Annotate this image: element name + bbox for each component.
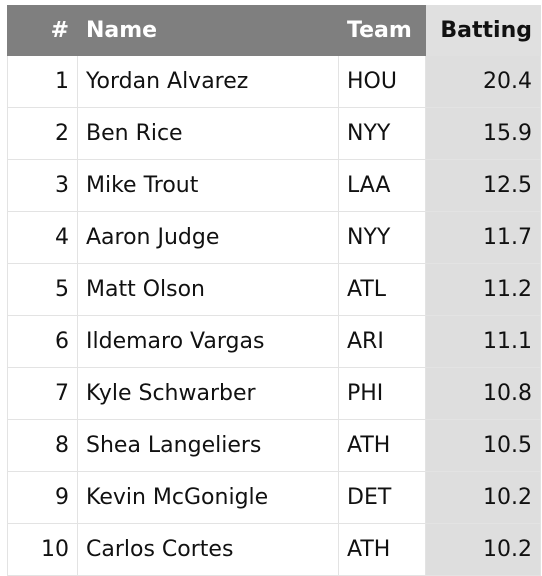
cell-rank: 4 bbox=[7, 211, 78, 264]
header-row: # Name Team Batting bbox=[7, 5, 541, 56]
cell-rank: 2 bbox=[7, 107, 78, 160]
cell-team: PHI bbox=[338, 367, 426, 420]
cell-name: Ildemaro Vargas bbox=[77, 315, 339, 368]
column-header: Team bbox=[338, 5, 426, 56]
table-body: 1 Yordan Alvarez HOU 20.4 2 Ben Rice NYY 15.9 3 M… bbox=[7, 55, 541, 576]
table-row: 6 Ildemaro Vargas ARI 11.1 bbox=[7, 315, 541, 368]
cell-bat: 10.8 bbox=[425, 367, 541, 420]
cell-rank: 5 bbox=[7, 263, 78, 316]
cell-bat: 15.9 bbox=[425, 107, 541, 160]
cell-team: ATL bbox=[338, 263, 426, 316]
table-row: 10 Carlos Cortes ATH 10.2 bbox=[7, 523, 541, 576]
column-header: # bbox=[7, 5, 78, 56]
cell-bat: 11.1 bbox=[425, 315, 541, 368]
cell-bat: 10.2 bbox=[425, 523, 541, 576]
table-row: 8 Shea Langeliers ATH 10.5 bbox=[7, 419, 541, 472]
cell-team: ATH bbox=[338, 419, 426, 472]
cell-rank: 3 bbox=[7, 159, 78, 212]
cell-rank: 1 bbox=[7, 55, 78, 108]
cell-team: NYY bbox=[338, 107, 426, 160]
cell-rank: 6 bbox=[7, 315, 78, 368]
cell-bat: 10.2 bbox=[425, 471, 541, 524]
cell-bat: 11.2 bbox=[425, 263, 541, 316]
cell-name: Ben Rice bbox=[77, 107, 339, 160]
cell-name: Aaron Judge bbox=[77, 211, 339, 264]
cell-name: Kevin McGonigle bbox=[77, 471, 339, 524]
column-header: Name bbox=[77, 5, 339, 56]
cell-team: HOU bbox=[338, 55, 426, 108]
cell-team: LAA bbox=[338, 159, 426, 212]
cell-team: ATH bbox=[338, 523, 426, 576]
cell-rank: 9 bbox=[7, 471, 78, 524]
table-row: 4 Aaron Judge NYY 11.7 bbox=[7, 211, 541, 264]
column-header: Batting bbox=[425, 5, 541, 56]
leaderboard-table: # Name Team Batting 1 Yordan Alvarez HOU 20.4 2… bbox=[7, 5, 541, 576]
table-row: 9 Kevin McGonigle DET 10.2 bbox=[7, 471, 541, 524]
cell-rank: 7 bbox=[7, 367, 78, 420]
table-row: 3 Mike Trout LAA 12.5 bbox=[7, 159, 541, 212]
table-row: 1 Yordan Alvarez HOU 20.4 bbox=[7, 55, 541, 108]
cell-bat: 10.5 bbox=[425, 419, 541, 472]
cell-bat: 11.7 bbox=[425, 211, 541, 264]
table-row: 2 Ben Rice NYY 15.9 bbox=[7, 107, 541, 160]
cell-team: NYY bbox=[338, 211, 426, 264]
table-row: 5 Matt Olson ATL 11.2 bbox=[7, 263, 541, 316]
cell-name: Mike Trout bbox=[77, 159, 339, 212]
cell-name: Yordan Alvarez bbox=[77, 55, 339, 108]
table-row: 7 Kyle Schwarber PHI 10.8 bbox=[7, 367, 541, 420]
cell-bat: 12.5 bbox=[425, 159, 541, 212]
cell-rank: 8 bbox=[7, 419, 78, 472]
cell-rank: 10 bbox=[7, 523, 78, 576]
cell-name: Shea Langeliers bbox=[77, 419, 339, 472]
cell-name: Carlos Cortes bbox=[77, 523, 339, 576]
cell-name: Matt Olson bbox=[77, 263, 339, 316]
cell-team: ARI bbox=[338, 315, 426, 368]
cell-bat: 20.4 bbox=[425, 55, 541, 108]
cell-team: DET bbox=[338, 471, 426, 524]
cell-name: Kyle Schwarber bbox=[77, 367, 339, 420]
